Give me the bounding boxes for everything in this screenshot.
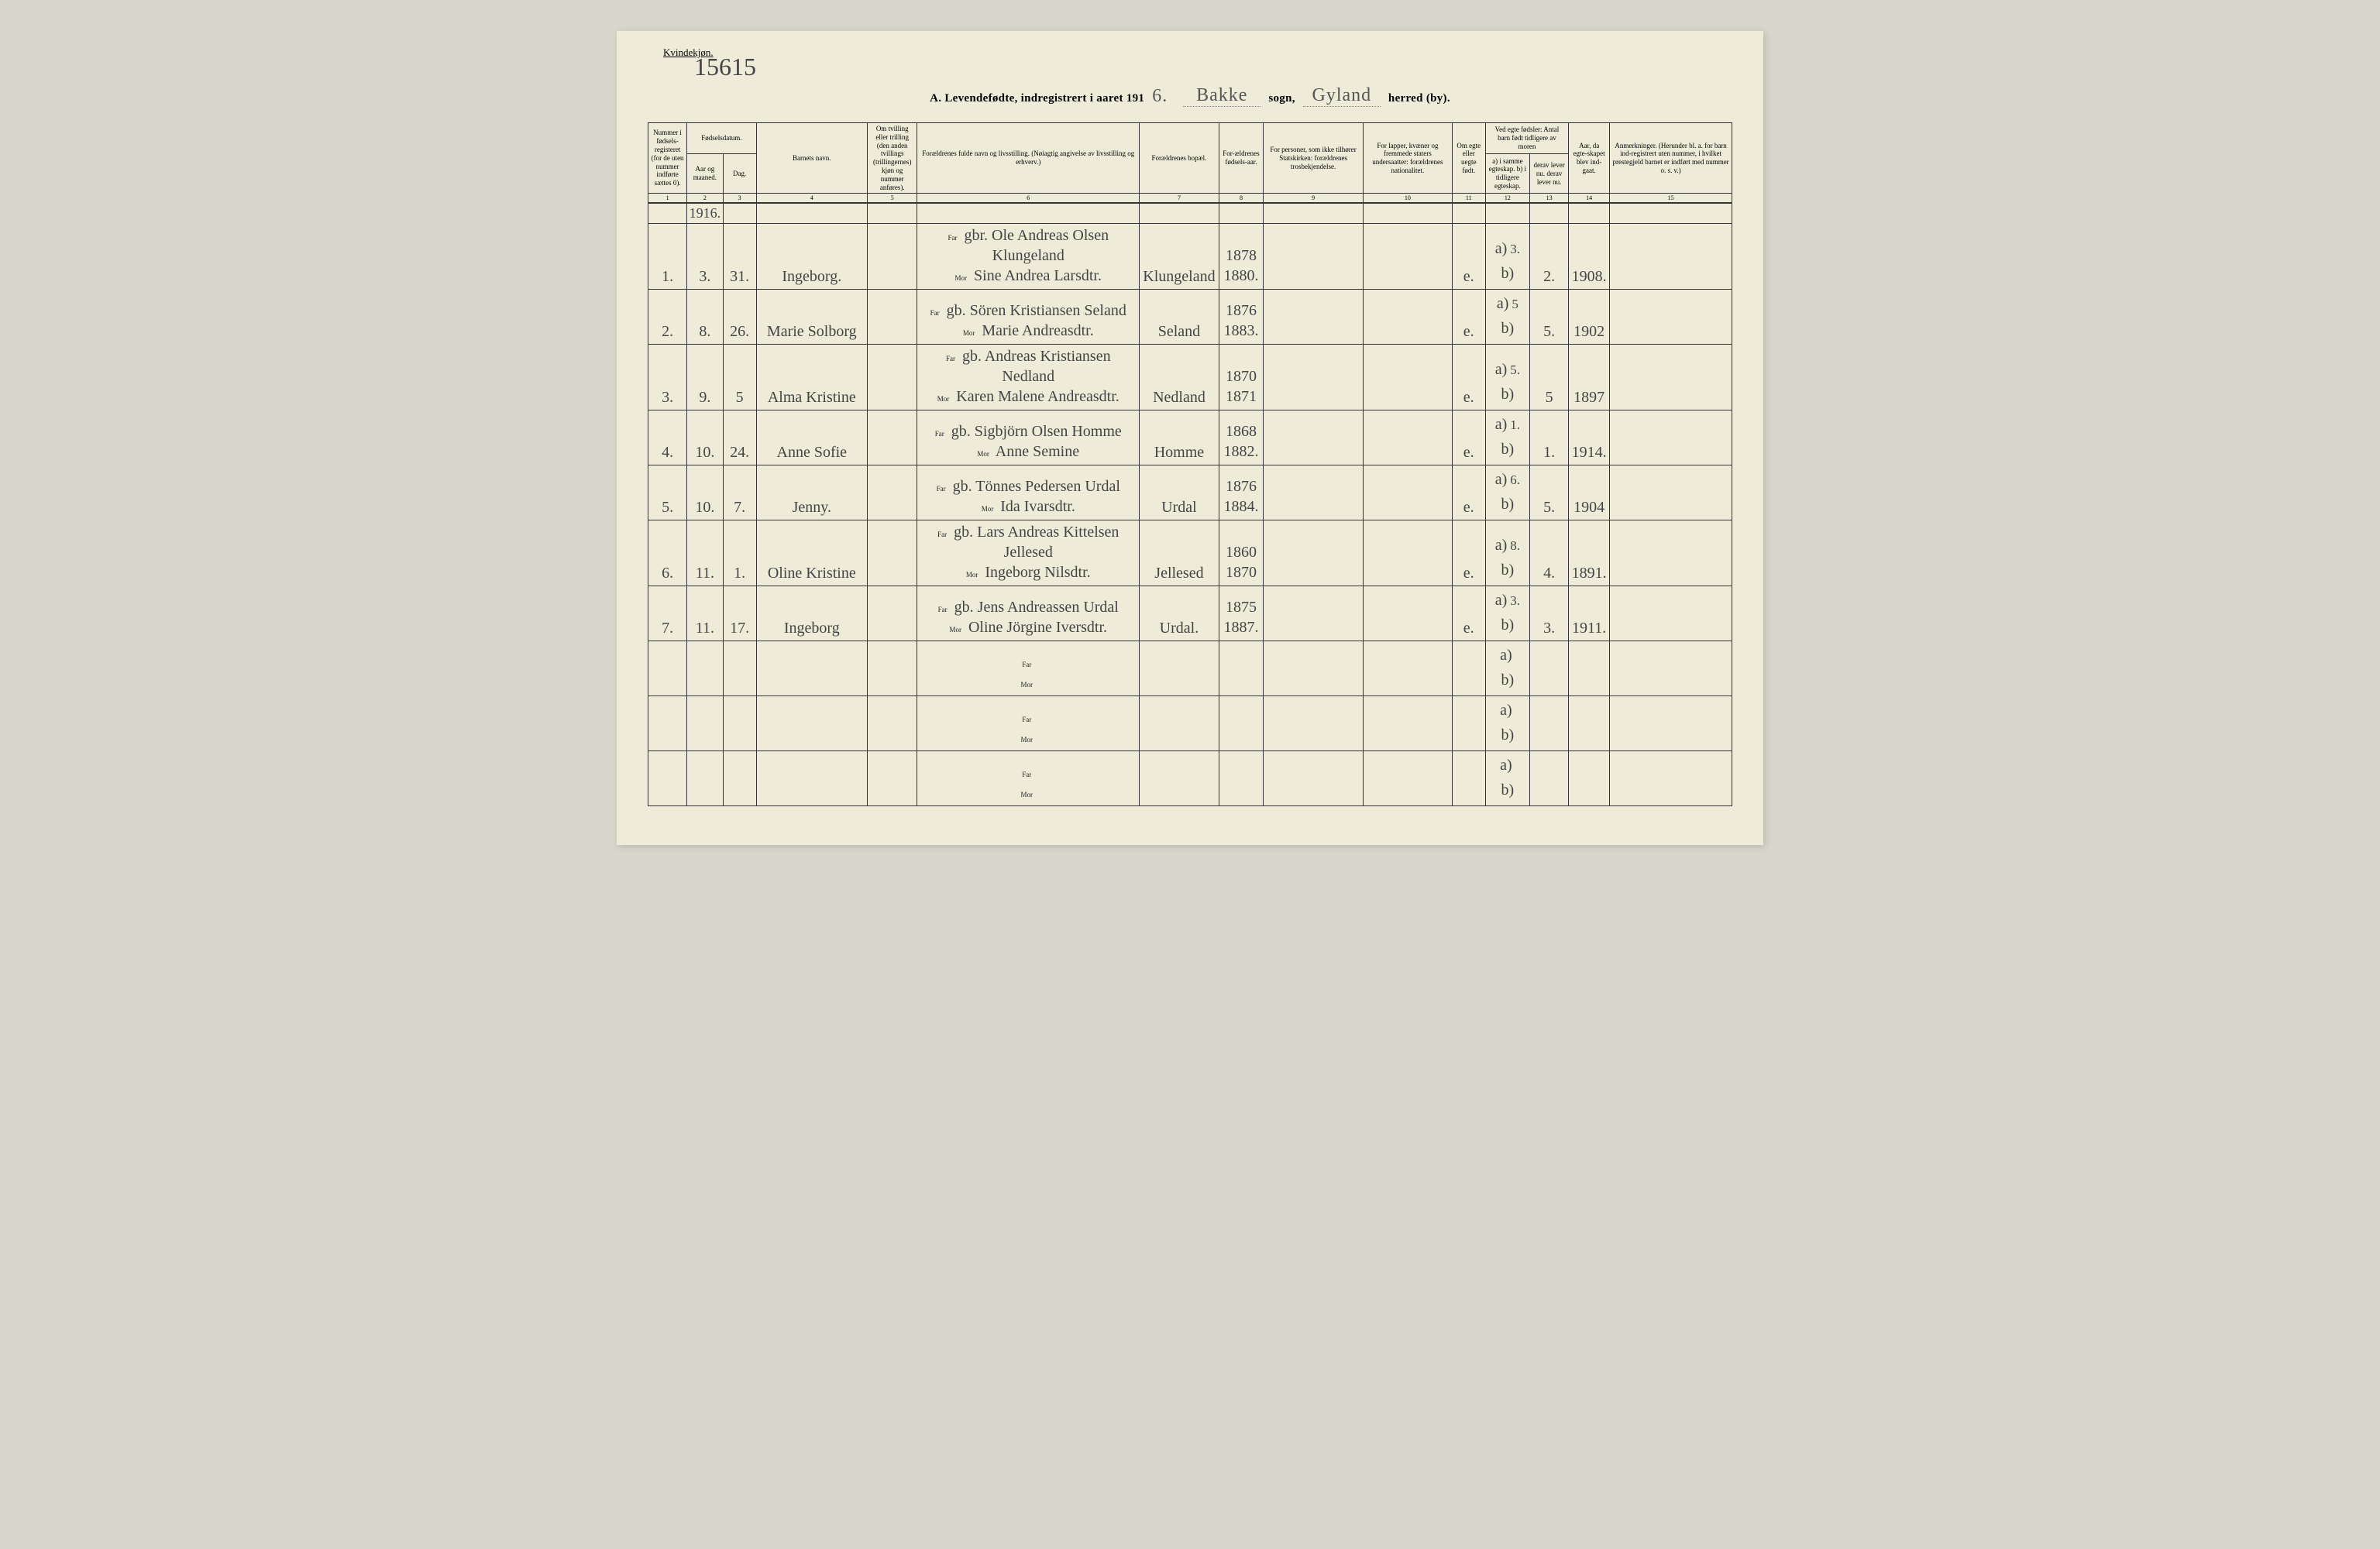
- title-prefix: A.: [930, 92, 941, 105]
- column-number: 7: [1140, 194, 1219, 204]
- column-number: 4: [756, 194, 867, 204]
- title-main: Levendefødte, indregistrert i aaret 191: [944, 92, 1144, 105]
- column-number: 6: [917, 194, 1140, 204]
- register-page: Kvindekjøn. 15615 A. Levendefødte, indre…: [617, 31, 1763, 845]
- herred-handwritten: Gyland: [1305, 85, 1380, 105]
- header-col6: Forældrenes fulde navn og livsstilling. …: [917, 123, 1140, 194]
- sogn-label: sogn,: [1268, 92, 1295, 105]
- header-col1: Nummer i fødsels-registeret (for de uten…: [648, 123, 687, 194]
- year-row: 1916.: [648, 203, 1732, 224]
- column-number: 2: [687, 194, 724, 204]
- column-number: 11: [1452, 194, 1485, 204]
- sogn-handwritten: Bakke: [1188, 85, 1255, 105]
- table-row: 3.9.5Alma KristineFar gb. Andreas Kristi…: [648, 345, 1732, 410]
- table-row: 7.11.17.IngeborgFar gb. Jens Andreassen …: [648, 586, 1732, 641]
- header-col10: For lapper, kvæner og fremmede staters u…: [1364, 123, 1453, 194]
- table-row: 1.3.31.Ingeborg.Far gbr. Ole Andreas Ols…: [648, 224, 1732, 290]
- table-row: Far Mor a)b): [648, 696, 1732, 751]
- title-year-suffix: 6.: [1144, 86, 1175, 106]
- herred-label: herred (by).: [1388, 92, 1450, 105]
- table-row: 6.11.1.Oline KristineFar gb. Lars Andrea…: [648, 520, 1732, 586]
- table-row: Far Mor a)b): [648, 751, 1732, 806]
- header-col12: a) i samme egteskap. b) i tidligere egte…: [1485, 153, 1529, 193]
- table-row: 2.8.26.Marie SolborgFar gb. Sören Kristi…: [648, 290, 1732, 345]
- table-body: 1916.1.3.31.Ingeborg.Far gbr. Ole Andrea…: [648, 203, 1732, 806]
- header-col12-top: Ved egte fødsler: Antal barn født tidlig…: [1485, 123, 1568, 154]
- table-row: Far Mor a)b): [648, 641, 1732, 696]
- column-number: 15: [1610, 194, 1732, 204]
- column-number-row: 123456789101112131415: [648, 194, 1732, 204]
- title-line: A. Levendefødte, indregistrert i aaret 1…: [648, 85, 1732, 107]
- column-number: 12: [1485, 194, 1529, 204]
- table-row: 5.10.7.Jenny.Far gb. Tönnes Pedersen Urd…: [648, 465, 1732, 520]
- header-col15: Anmerkninger. (Herunder bl. a. for barn …: [1610, 123, 1732, 194]
- register-table: Nummer i fødsels-registeret (for de uten…: [648, 122, 1732, 806]
- column-number: 9: [1264, 194, 1364, 204]
- header-col9: For personer, som ikke tilhører Statskir…: [1264, 123, 1364, 194]
- column-number: 3: [723, 194, 756, 204]
- page-number-handwritten: 15615: [694, 53, 756, 81]
- header-col3: Dag.: [723, 153, 756, 193]
- header-col2-top: Fødselsdatum.: [687, 123, 757, 154]
- header-col14: Aar, da egte-skapet blev ind-gaat.: [1569, 123, 1610, 194]
- table-row: 4.10.24.Anne SofieFar gb. Sigbjörn Olsen…: [648, 410, 1732, 465]
- header-col2: Aar og maaned.: [687, 153, 724, 193]
- header-col8: For-ældrenes fødsels-aar.: [1219, 123, 1263, 194]
- column-number: 5: [867, 194, 917, 204]
- column-number: 1: [648, 194, 687, 204]
- header-col7: Forældrenes bopæl.: [1140, 123, 1219, 194]
- column-number: 8: [1219, 194, 1263, 204]
- header-col11: Om egte eller uegte født.: [1452, 123, 1485, 194]
- header-col4: Barnets navn.: [756, 123, 867, 194]
- column-number: 10: [1364, 194, 1453, 204]
- column-number: 14: [1569, 194, 1610, 204]
- column-number: 13: [1530, 194, 1569, 204]
- header-col5: Om tvilling eller trilling (den anden tv…: [867, 123, 917, 194]
- header-col13: derav lever nu. derav lever nu.: [1530, 153, 1569, 193]
